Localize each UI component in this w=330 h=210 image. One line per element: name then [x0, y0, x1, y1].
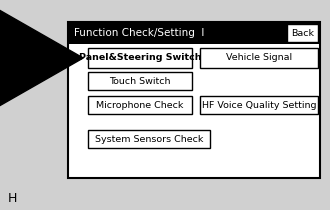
Bar — [88, 48, 192, 68]
Text: HF Voice Quality Setting: HF Voice Quality Setting — [202, 101, 316, 109]
Text: Panel&Steering Switch: Panel&Steering Switch — [79, 54, 201, 63]
Bar — [68, 22, 320, 178]
Bar — [88, 72, 192, 90]
Text: Microphone Check: Microphone Check — [96, 101, 184, 109]
Bar — [88, 130, 210, 148]
Bar — [200, 96, 318, 114]
Bar — [287, 24, 318, 42]
Bar — [68, 22, 320, 44]
Bar — [200, 48, 318, 68]
Text: Touch Switch: Touch Switch — [109, 76, 171, 85]
Text: Back: Back — [291, 29, 314, 38]
Bar — [88, 96, 192, 114]
Text: System Sensors Check: System Sensors Check — [95, 134, 203, 143]
Text: H: H — [8, 192, 17, 205]
Text: Function Check/Setting  I: Function Check/Setting I — [74, 28, 204, 38]
Text: Vehicle Signal: Vehicle Signal — [226, 54, 292, 63]
